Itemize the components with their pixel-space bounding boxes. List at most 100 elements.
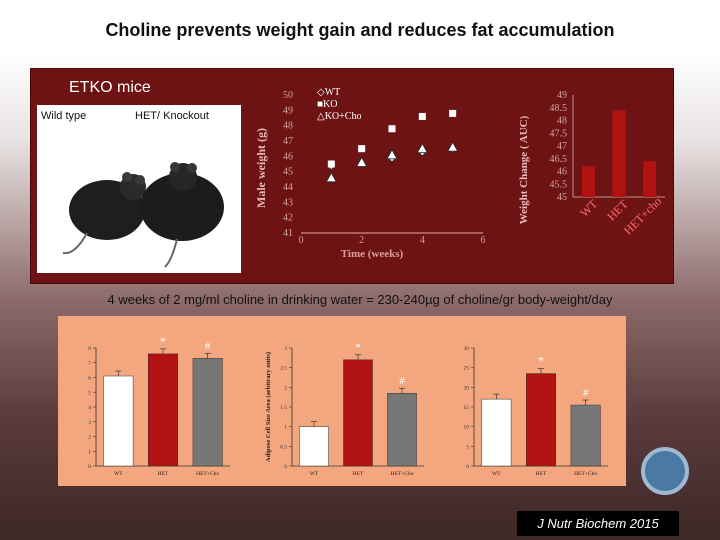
y-tick-label: 44 [283,182,293,193]
auc-y-tick-label: 48.5 [550,103,568,114]
ko-cho-point [355,156,368,167]
y-tick-label: 0.5 [280,444,287,450]
y-axis-label: Male weight (g) [254,128,268,208]
y-tick-label: 41 [283,228,293,239]
y-tick-label: 0 [466,464,469,470]
x-tick-label: HET+Cho [196,471,219,477]
ko-point [418,112,426,120]
x-tick-label: WT [114,471,123,477]
ko-cho-point [325,171,338,183]
x-tick-label: HET [536,471,547,477]
y-tick-label: 1 [284,425,287,431]
y-tick-label: 1 [88,449,91,455]
bar [481,398,512,467]
x-tick-label: 2 [359,235,364,246]
legend-entry: △KO+Cho [317,111,361,122]
ko-point [388,125,396,133]
significance-hash: # [399,375,405,387]
mice-illustration [62,162,224,268]
bar [192,358,223,467]
bar [343,359,373,467]
x-tick-label: HET+Cho [574,471,597,477]
adipose-cell-size-bar-chart: 0 0.5 1 1.5 2 2.5 3 Adipose Cell Size Area (arb… [265,340,424,477]
x-tick-label: WT [310,471,319,477]
y-tick-label: 15 [464,405,470,411]
auc-bar [643,161,657,197]
auc-category-label: WT [577,196,601,220]
y-tick-label: 3 [284,346,287,352]
auc-y-tick-label: 47.5 [550,128,568,139]
ko-cho-point [416,142,429,154]
x-tick-label: HET+Cho [391,471,414,477]
y-tick-label: 5 [466,444,469,450]
x-tick-label: WT [492,471,501,477]
y-tick-label: 0 [284,464,287,470]
auc-y-tick-label: 48 [557,116,567,127]
citation-box: J Nutr Biochem 2015 [517,511,679,536]
auc-y-tick-label: 45.5 [550,179,568,190]
caption: 4 weeks of 2 mg/ml choline in drinking w… [107,292,613,307]
auc-y-axis-label: Weight Change ( AUC) [518,115,530,224]
fat-bar-chart: 0 5 10 15 20 25 30 WT HET HET+Cho * # [464,346,608,477]
bar [299,426,329,467]
photo-label-het: HET/ Knockout [135,110,209,122]
body-weight-bar-chart: 0 1 2 3 4 5 6 7 8 WT HET HET+Cho * # [88,334,230,477]
y-tick-label: 30 [464,346,470,352]
x-tick-label: 4 [420,235,425,246]
significance-star: * [160,334,166,348]
y-tick-label: 25 [464,366,470,372]
y-tick-label: 1.5 [280,405,287,411]
x-axis-label: Time (weeks) [341,248,404,260]
y-tick-label: 5 [88,390,91,396]
y-tick-label: 4 [88,405,91,411]
y-tick-label: 2 [88,435,91,441]
decorative-circle [641,447,689,495]
y-tick-label: 45 [283,167,293,178]
y-tick-label: 50 [283,90,293,101]
etko-panel: ETKO mice Wild type HET/ Knockout 50 49 48… [30,68,674,284]
y-tick-label: 43 [283,197,293,208]
x-tick-label: HET [353,471,364,477]
ko-point [358,145,366,153]
auc-category-label: HET [604,197,631,224]
x-tick-label: HET [158,471,169,477]
auc-y-tick-label: 46.5 [550,154,568,165]
bar [103,375,134,467]
y-tick-label: 2.5 [280,366,287,372]
ko-point [449,109,457,117]
ko-point [327,160,335,168]
significance-hash: # [205,340,211,352]
y-tick-label: 42 [283,213,293,224]
significance-hash: # [583,387,589,399]
mice-photo: Wild type HET/ Knockout [37,105,241,273]
y-tick-label: 48 [283,121,293,132]
photo-label-wild-type: Wild type [41,110,87,122]
bar [570,404,601,467]
y-axis-label: Adipose Cell Size Area (arbitrary units) [265,352,272,462]
y-tick-label: 49 [283,105,293,116]
ko-cho-point [446,141,459,152]
y-tick-label: 6 [88,376,91,382]
legend-entry: ■KO [317,99,337,110]
bar [387,392,417,467]
y-tick-label: 0 [88,464,91,470]
y-tick-label: 20 [464,385,470,391]
auc-y-tick-label: 45 [557,192,567,203]
bar [148,353,178,467]
significance-star: * [538,354,544,368]
y-tick-label: 46 [283,151,293,162]
y-tick-label: 47 [283,136,293,147]
y-tick-label: 7 [88,361,91,367]
legend-entry: ◇WT [317,87,340,98]
significance-star: * [355,340,361,354]
y-tick-label: 8 [88,346,91,352]
auc-bar [612,110,626,197]
y-tick-label: 3 [88,420,91,426]
auc-bar [581,166,595,197]
panel-heading: ETKO mice [69,79,151,96]
ko-cho-point [386,148,398,160]
x-tick-label: 0 [299,235,304,246]
auc-y-tick-label: 47 [557,141,567,152]
